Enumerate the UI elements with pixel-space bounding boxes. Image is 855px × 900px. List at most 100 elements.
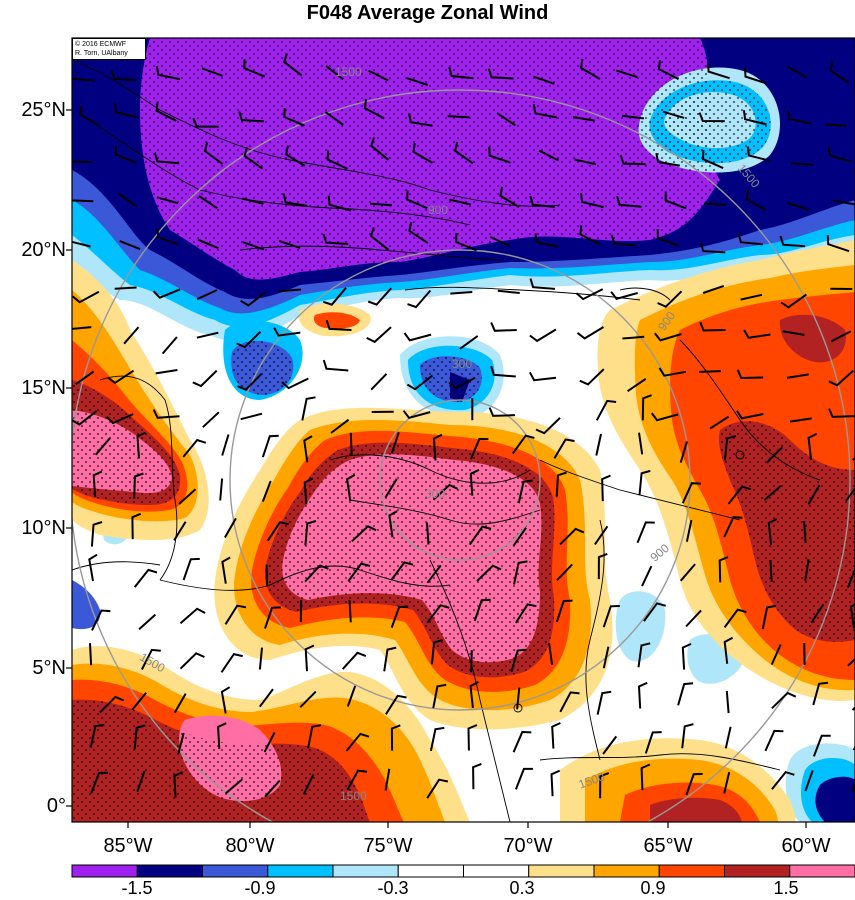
wind-barb [173,771,184,798]
wind-barb [658,367,687,377]
dark-red-region-se [650,797,742,822]
wind-barb [198,195,218,210]
wind-barb [786,373,809,379]
wind-barb [384,478,398,499]
wind-barb [349,432,353,455]
wind-barb [348,600,352,623]
wind-barb [551,722,561,749]
wind-barb [283,53,303,77]
latitude-label: 20°N [21,239,66,261]
wind-barb [307,724,322,749]
wind-barb [579,58,601,80]
wind-barb [90,771,109,794]
wind-barb [702,284,725,294]
wind-barb [496,112,516,127]
wind-barb [637,681,648,709]
wind-barb [490,322,517,332]
wind-barb [473,598,491,622]
wind-barb [736,410,764,420]
wind-barb [746,146,771,162]
wind-barb [575,288,604,301]
wind-barb [370,202,393,207]
wind-barb [833,199,855,206]
wind-barb [723,435,737,461]
wind-barb [302,774,315,795]
wind-barb [238,111,264,123]
wind-barb [72,240,91,248]
wind-barb [513,560,528,585]
colorbar-swatch [528,864,595,878]
wind-barb [429,726,445,752]
wind-barb [426,564,442,584]
wind-barb [99,695,125,714]
colorbar-swatch [202,864,269,878]
wind-barb [812,734,831,757]
wind-barb [771,770,795,790]
wind-barb [594,525,609,545]
longitude-label: 65°W [643,835,693,857]
wind-barb [177,732,185,755]
wind-barb [803,520,807,544]
wind-barb [685,519,693,542]
wind-barb [698,112,725,123]
wind-barb [679,441,688,463]
wind-barb [366,326,392,344]
wind-barb [516,687,521,710]
colorbar-swatch [593,864,660,878]
wind-barb [701,150,724,170]
wind-barb [580,192,604,209]
wind-barb [576,326,605,340]
wind-barb [767,518,778,546]
wind-barb [265,564,269,587]
wind-barb [368,69,389,82]
wind-barb [555,599,573,623]
wind-barb [529,371,557,382]
colorbar [71,864,855,878]
wind-barb [656,229,679,247]
wind-barb [596,690,612,715]
wind-barb [638,432,644,455]
wind-barb [219,478,224,501]
wind-barb [325,65,344,81]
wind-barb [685,609,702,628]
map-frame [71,37,855,823]
wind-barb [828,369,854,387]
latitude-label: 10°N [21,517,66,539]
wind-barb [285,145,306,167]
colorbar-swatch [789,864,855,878]
wind-barb [824,123,847,127]
wind-barb [388,510,398,538]
wind-barb [654,332,682,342]
wind-barbs [72,53,855,799]
wind-barb [91,609,111,631]
wind-barb [326,150,348,170]
wind-barb [242,241,265,251]
wind-barb [572,116,595,122]
wind-barb [574,158,597,166]
colorbar-label: -1.5 [121,878,153,898]
wind-barb [499,186,520,209]
wind-barb [156,196,179,205]
wind-barb [196,331,219,339]
colorbar-label: -0.3 [377,878,409,898]
wind-barb [220,652,243,673]
wind-barb [469,468,480,496]
wind-barb [281,377,309,390]
wind-barb [327,195,352,212]
wind-barb [638,469,651,496]
wind-barb [179,607,206,624]
wind-barb [828,408,855,418]
wind-barb [90,521,103,547]
wind-barb [472,762,482,790]
wind-barb [644,731,662,754]
wind-barb [447,115,470,119]
wind-barb [789,417,812,423]
wind-barb [763,484,782,501]
wind-barb [807,432,818,460]
wind-barb [263,731,276,753]
wind-barb [107,369,135,385]
wind-barb [221,434,230,456]
wind-barb [636,521,655,544]
wind-barb [807,484,821,505]
wind-barb [829,61,850,84]
